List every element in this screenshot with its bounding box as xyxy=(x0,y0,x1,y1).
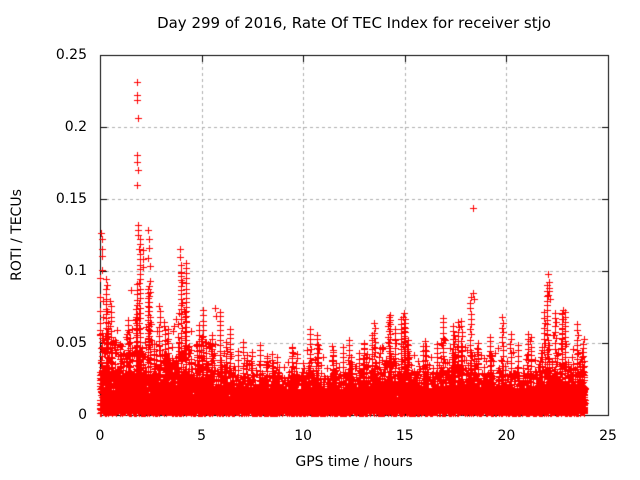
y-tick-label: 0.2 xyxy=(64,119,87,135)
x-axis-label: GPS time / hours xyxy=(295,454,413,470)
y-tick-label: 0.1 xyxy=(64,263,87,279)
y-tick-label: 0 xyxy=(78,407,87,423)
x-tick-label: 5 xyxy=(197,428,207,444)
x-tick-label: 20 xyxy=(497,428,516,444)
y-tick-label: 0.05 xyxy=(55,335,87,351)
x-tick-label: 25 xyxy=(599,428,617,444)
x-tick-label: 10 xyxy=(294,428,313,444)
x-tick-label: 0 xyxy=(95,428,105,444)
x-tick-label: 15 xyxy=(395,428,414,444)
y-tick-label: 0.25 xyxy=(55,47,87,63)
chart-title: Day 299 of 2016, Rate Of TEC Index for r… xyxy=(157,14,551,32)
y-tick-label: 0.15 xyxy=(55,191,87,207)
